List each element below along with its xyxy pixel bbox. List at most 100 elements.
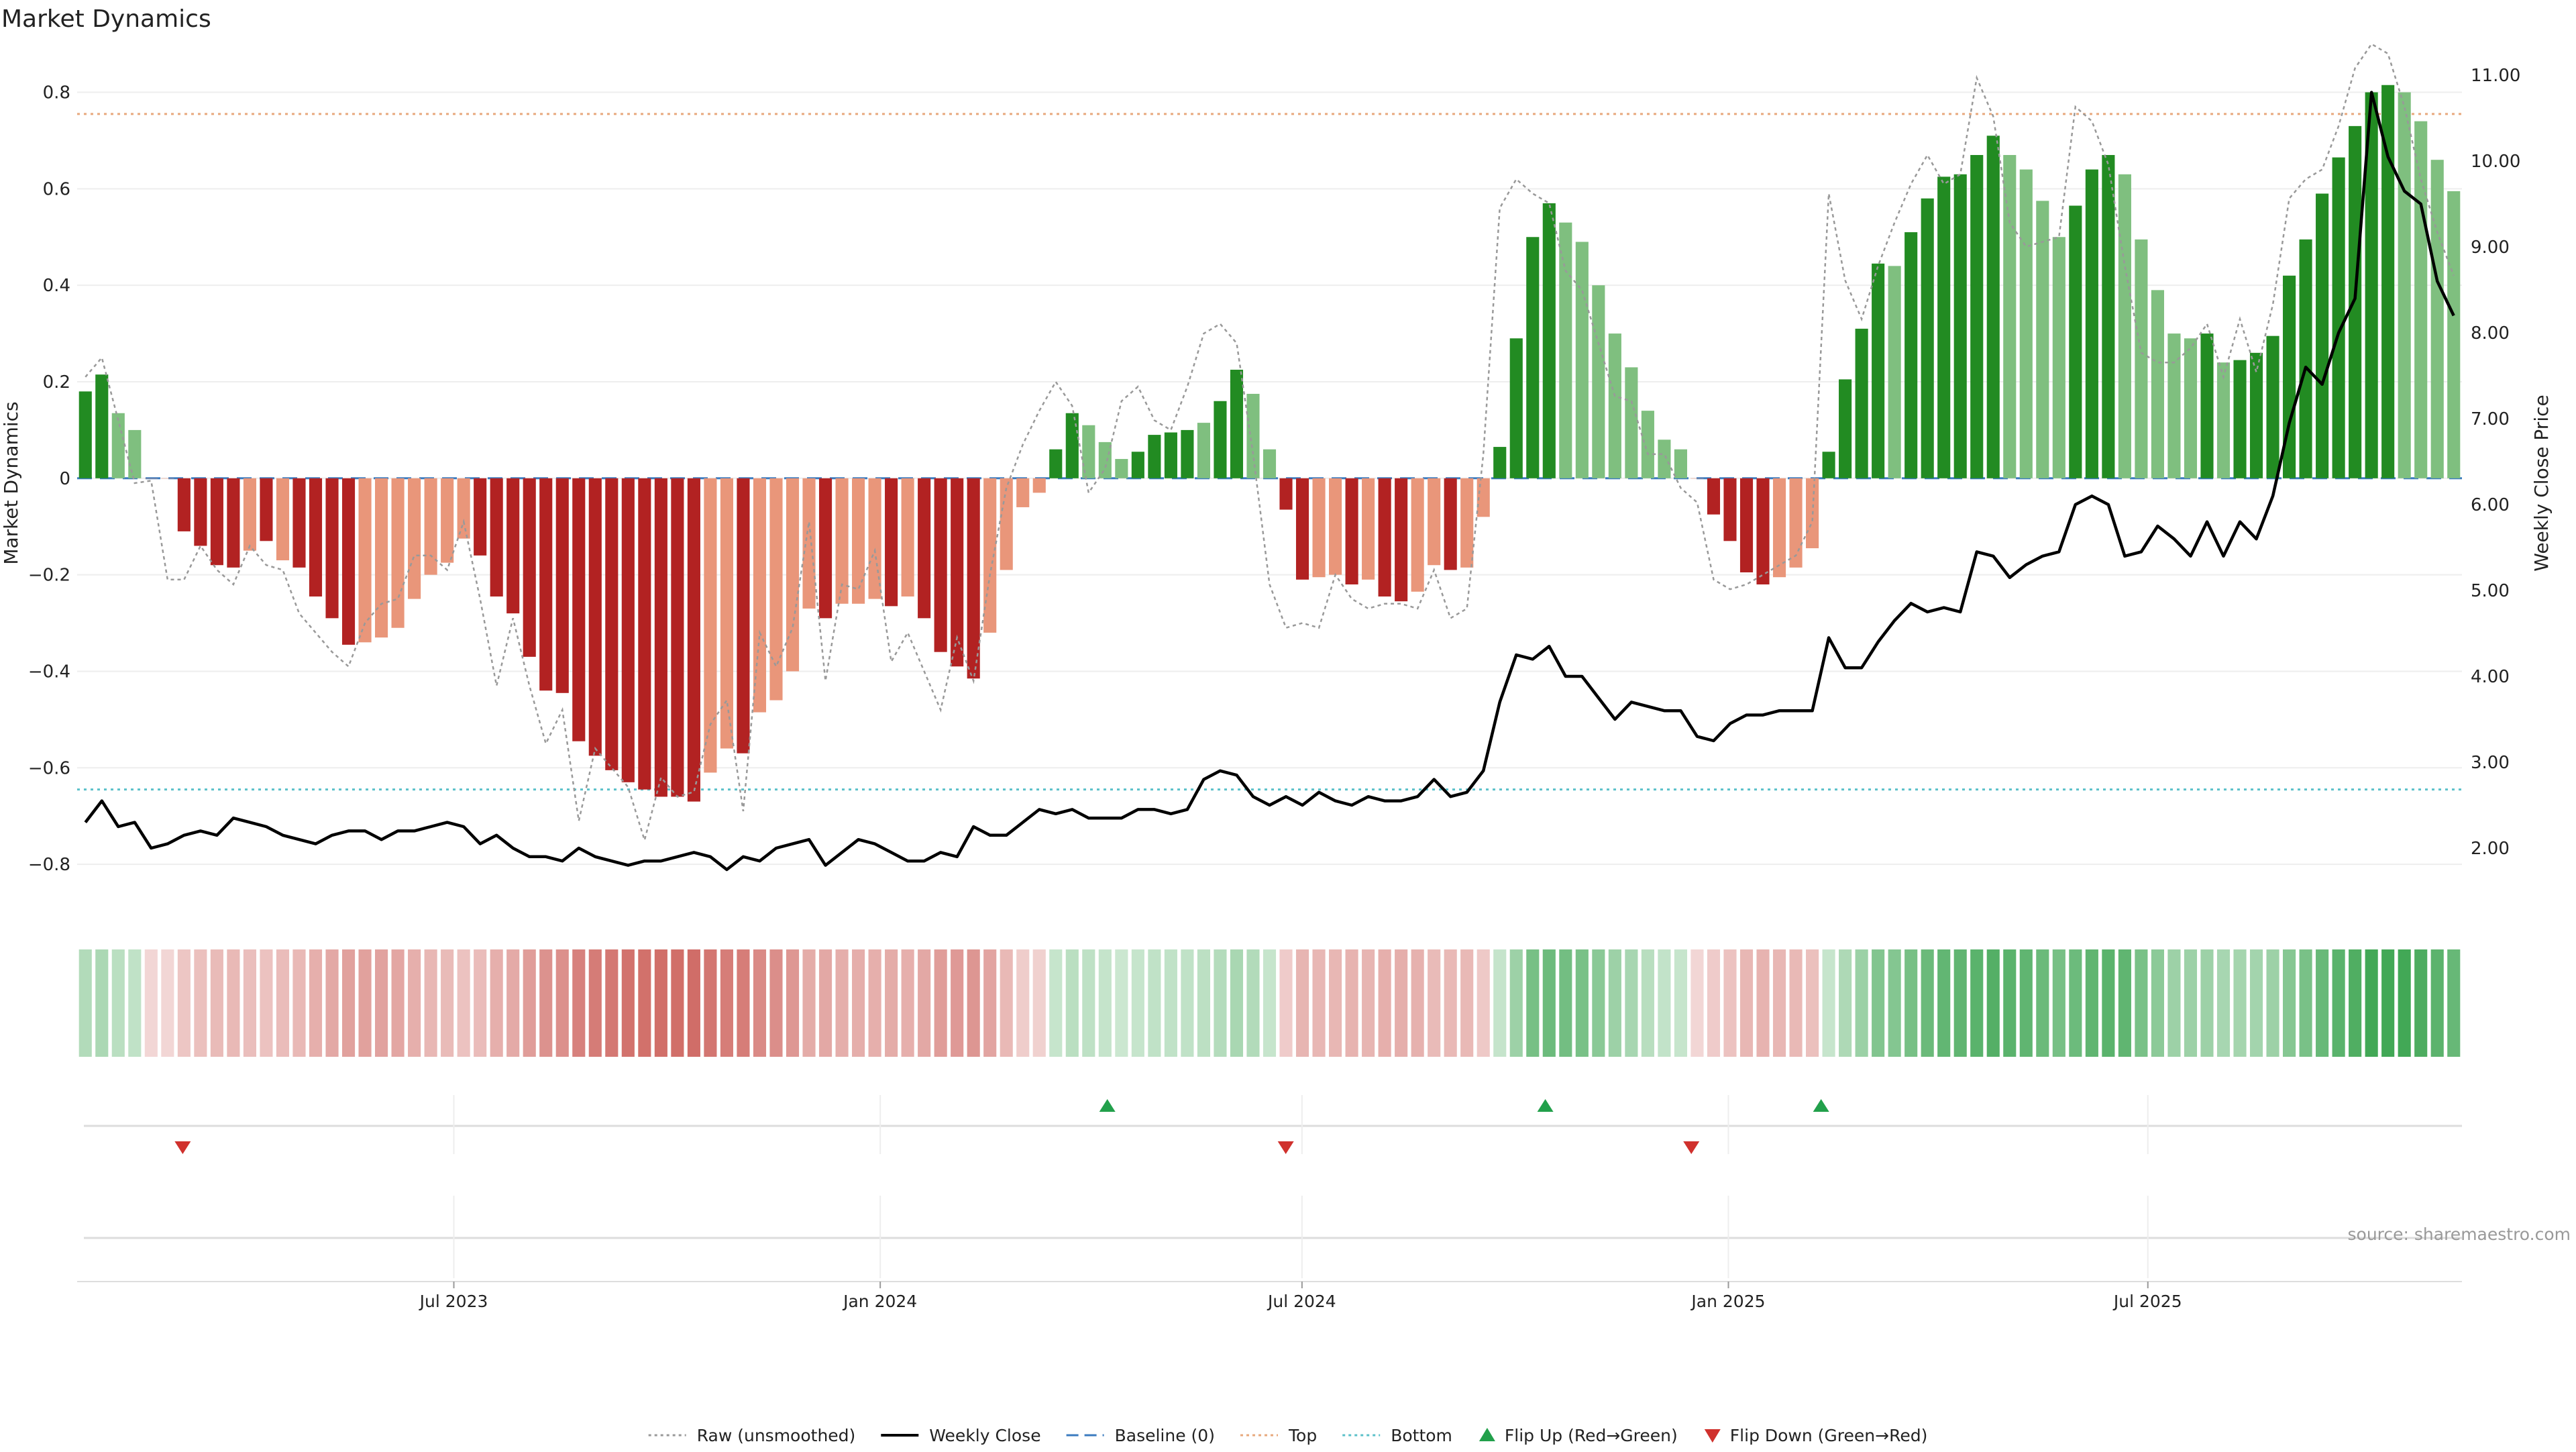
heat-cell: [375, 949, 388, 1057]
flip-down-marker: [1277, 1141, 1294, 1154]
dynamics-bar: [227, 478, 240, 568]
dynamics-bar: [1772, 478, 1786, 578]
dynamics-bar: [1625, 367, 1638, 478]
heat-cell: [1411, 949, 1424, 1057]
legend-item: Raw (unsmoothed): [648, 1426, 855, 1445]
dynamics-bar: [506, 478, 520, 614]
dynamics-bar: [2003, 155, 2017, 478]
heat-cell: [341, 949, 356, 1057]
dynamics-bar: [802, 478, 816, 609]
heat-cell: [967, 949, 980, 1057]
heat-cell: [704, 949, 717, 1057]
dynamics-bar: [2233, 360, 2247, 478]
heat-cell: [408, 949, 421, 1057]
heat-cell: [111, 949, 125, 1057]
heat-cell: [2283, 949, 2296, 1057]
heat-cell: [1164, 949, 1177, 1057]
dynamics-bar: [918, 478, 931, 619]
heat-cell: [1082, 949, 1095, 1057]
dynamics-bar: [2430, 160, 2444, 478]
dynamics-bar: [1888, 266, 1901, 478]
dynamics-bar: [818, 478, 833, 619]
heat-cell: [621, 949, 635, 1057]
dynamics-bar: [638, 478, 651, 790]
dynamics-bar: [704, 478, 717, 773]
heat-cell: [2019, 949, 2033, 1057]
dynamics-bar: [951, 478, 964, 667]
dynamics-bar: [2414, 121, 2428, 478]
heat-cell: [1822, 949, 1835, 1057]
dynamics-bar: [1953, 174, 1967, 478]
left-axis-label: Market Dynamics: [0, 401, 22, 564]
dynamics-bar: [967, 478, 980, 679]
heat-cell: [885, 949, 898, 1057]
heat-cell: [1279, 949, 1293, 1057]
heat-cell: [572, 949, 586, 1057]
dynamics-bar: [2398, 92, 2411, 478]
dynamics-bar: [1181, 429, 1194, 478]
dynamics-bar: [1378, 478, 1391, 597]
dynamics-bar: [325, 478, 339, 619]
left-tick-label: 0.8: [43, 83, 70, 103]
heat-cell: [144, 949, 158, 1057]
heat-cell: [1921, 949, 1934, 1057]
dynamics-bar: [144, 478, 158, 479]
dynamics-bar: [1970, 155, 1984, 478]
heat-cell: [424, 949, 437, 1057]
dynamics-bar: [1921, 198, 1934, 478]
heat-cell: [1395, 949, 1408, 1057]
left-axis-ticks: −0.8 −0.6 −0.4 −0.2 0 0.2 0.4 0.6 0.8: [28, 83, 70, 876]
heat-cell: [2332, 949, 2345, 1057]
heat-cell: [523, 949, 536, 1057]
dynamics-bar: [769, 478, 783, 701]
dynamics-bar: [621, 478, 635, 782]
heat-cell: [1723, 949, 1737, 1057]
heat-cell: [78, 949, 92, 1057]
heat-cell: [2167, 949, 2181, 1057]
dynamics-bar: [2052, 237, 2065, 478]
dynamics-bar: [2332, 157, 2345, 478]
heat-cell: [934, 949, 947, 1057]
heat-cell: [1181, 949, 1194, 1057]
heat-cell: [555, 949, 569, 1057]
dynamics-bar: [1575, 242, 1589, 478]
flip-panel: [77, 1095, 2462, 1282]
dynamics-bar: [1592, 285, 1605, 478]
flip-up-marker: [1099, 1099, 1116, 1112]
heat-cell: [1739, 949, 1754, 1057]
flip-down-marker: [1683, 1141, 1700, 1154]
heat-cell: [1509, 949, 1523, 1057]
heat-cell: [1625, 949, 1638, 1057]
heat-cell: [2069, 949, 2082, 1057]
heat-cell: [2447, 949, 2461, 1057]
dynamics-bar: [1263, 449, 1277, 478]
heat-cell: [2381, 949, 2395, 1057]
heat-cell: [2184, 949, 2198, 1057]
heat-cell: [2151, 949, 2164, 1057]
dynamics-bar: [720, 478, 733, 749]
heat-cell: [951, 949, 964, 1057]
dynamics-bar: [2184, 338, 2198, 478]
right-axis-label: Weekly Close Price: [2530, 395, 2553, 571]
heat-cell: [1362, 949, 1375, 1057]
dynamics-bar: [1460, 478, 1474, 568]
heat-cell: [1477, 949, 1490, 1057]
heat-cell: [1658, 949, 1671, 1057]
dynamics-bar: [95, 374, 109, 478]
heat-cell: [2216, 949, 2231, 1057]
legend-symbol: [1704, 1429, 1721, 1443]
dynamics-bar: [375, 478, 388, 638]
dynamics-bar: [1559, 222, 1572, 478]
dynamics-bar: [358, 478, 372, 643]
dynamics-bar: [408, 478, 421, 599]
heat-cell: [2398, 949, 2411, 1057]
dynamics-bar: [78, 391, 92, 478]
dynamics-bar: [1542, 203, 1556, 478]
dynamics-bar: [1428, 478, 1441, 566]
raw-unsmoothed-line: [85, 42, 2455, 843]
right-tick-label: 8.00: [2471, 323, 2510, 344]
dynamics-bar: [1362, 478, 1375, 580]
heat-cell: [227, 949, 240, 1057]
dynamics-bar: [1789, 478, 1803, 568]
x-tick-label: Jul 2025: [2112, 1292, 2182, 1311]
